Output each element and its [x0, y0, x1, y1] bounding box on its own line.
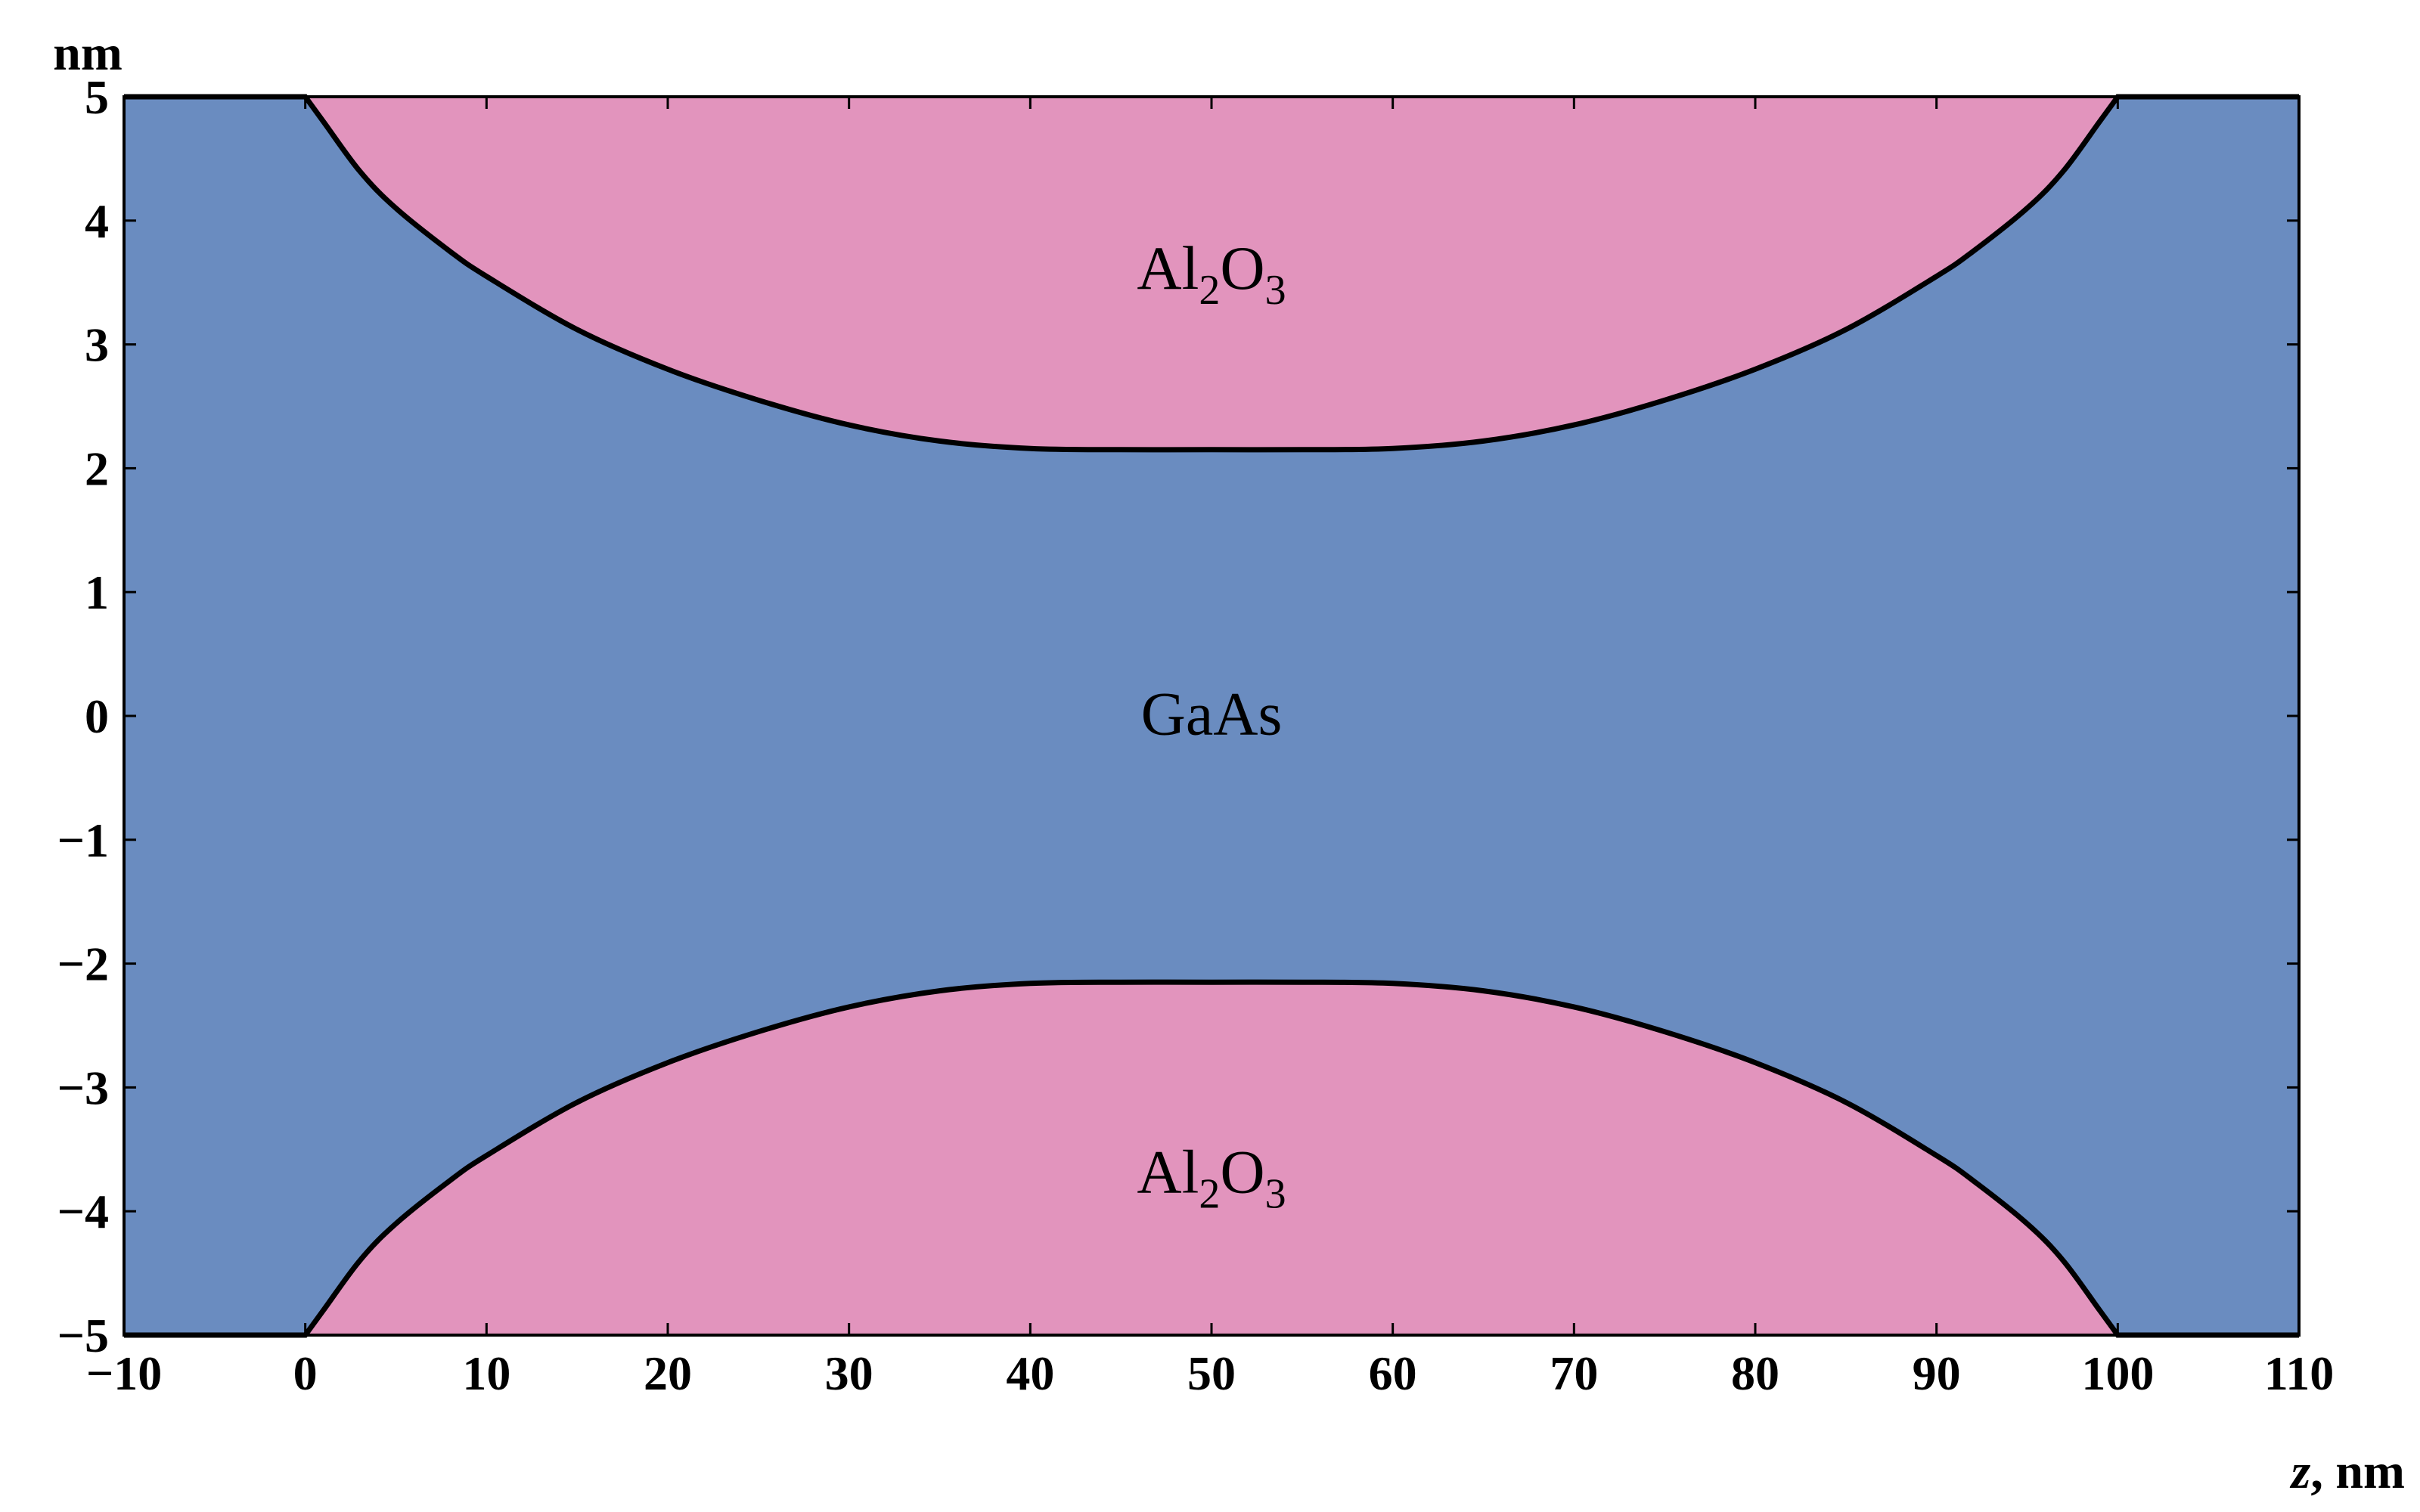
al2o3-top-label-mid: O: [1220, 234, 1264, 302]
y-tick-label: −3: [57, 1061, 109, 1114]
axis-ticks: [123, 95, 2301, 1337]
y-tick-label: 5: [85, 70, 109, 124]
al2o3-top-region: [305, 97, 2118, 450]
y-tick-label: 0: [85, 689, 109, 743]
al2o3-bottom-region: [305, 982, 2118, 1335]
x-axis-label-variable: z: [2290, 1444, 2311, 1499]
x-tick-label: 60: [1369, 1346, 1417, 1400]
x-tick-label: 30: [825, 1346, 873, 1400]
lower-boundary-line: [124, 979, 2299, 1338]
al2o3-bottom-label-main: Al: [1137, 1138, 1199, 1207]
x-tick-label: 100: [2081, 1346, 2154, 1400]
al2o3-top-label-sub1: 2: [1199, 267, 1220, 314]
al2o3-bottom-label-sub2: 3: [1265, 1171, 1286, 1218]
x-axis-label: z, nm: [2290, 1444, 2405, 1499]
x-tick-label: 50: [1187, 1346, 1236, 1400]
x-tick-label: 40: [1006, 1346, 1054, 1400]
y-tick-label: 4: [85, 194, 109, 248]
x-tick-label: 90: [1913, 1346, 1961, 1400]
al2o3-bottom-label: Al2O3: [1137, 1138, 1286, 1218]
x-tick-label: 110: [2264, 1346, 2334, 1400]
x-tick-label: 10: [462, 1346, 510, 1400]
x-axis-label-unit: , nm: [2310, 1444, 2405, 1499]
y-tick-label: −5: [57, 1309, 109, 1362]
y-axis-label: nm: [53, 26, 123, 81]
x-tick-label: −10: [86, 1346, 162, 1400]
y-tick-label: 1: [85, 565, 109, 619]
y-tick-label: −1: [57, 813, 109, 867]
al2o3-top-label-sub2: 3: [1265, 267, 1286, 314]
y-tick-label: 2: [85, 442, 109, 495]
x-tick-label: 20: [644, 1346, 692, 1400]
x-tick-label: 0: [293, 1346, 318, 1400]
al2o3-top-label-main: Al: [1137, 234, 1199, 302]
al2o3-top-label: Al2O3: [1137, 234, 1286, 314]
y-tick-label: −4: [57, 1185, 109, 1238]
axis-tick-labels: −10 0 10 20 30 40 50 60 70 80 90 100 110543210−1−2−3…: [57, 70, 2335, 1400]
gaas-label: GaAs: [1141, 680, 1283, 748]
x-tick-label: 80: [1731, 1346, 1779, 1400]
al2o3-bottom-label-sub1: 2: [1199, 1171, 1220, 1218]
upper-boundary-line: [124, 94, 2299, 453]
x-tick-label: 70: [1550, 1346, 1598, 1400]
y-tick-label: −2: [57, 937, 109, 991]
y-tick-label: 3: [85, 318, 109, 372]
al2o3-bottom-label-mid: O: [1220, 1138, 1264, 1207]
